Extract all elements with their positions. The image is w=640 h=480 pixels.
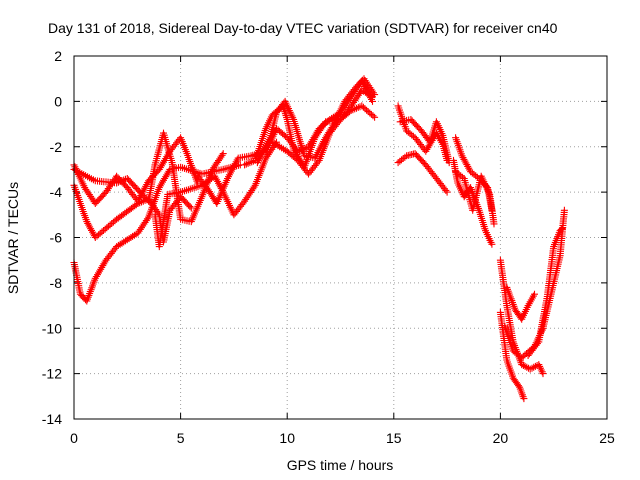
data-markers xyxy=(394,150,451,196)
data-series: track-5 xyxy=(151,138,280,251)
x-axis-label: GPS time / hours xyxy=(287,457,394,473)
x-tick-label: 5 xyxy=(177,430,185,446)
plot-frame xyxy=(73,55,608,420)
y-tick-label: -12 xyxy=(42,366,62,382)
y-tick-label: -2 xyxy=(50,139,63,155)
data-markers xyxy=(503,283,538,323)
data-markers xyxy=(496,308,528,403)
data-markers xyxy=(396,116,453,167)
x-tick-label: 0 xyxy=(70,430,78,446)
y-tick-label: 0 xyxy=(54,93,62,109)
x-tick-label: 20 xyxy=(493,430,509,446)
y-tick-label: -8 xyxy=(50,275,63,291)
y-tick-label: -6 xyxy=(50,230,63,246)
data-markers xyxy=(524,224,566,359)
y-tick-label: 2 xyxy=(54,48,62,64)
data-series: track-9 xyxy=(268,86,376,178)
axis-ticks: 0 5 10 15 20 25 -14 -12 -10 -8 -6 -4 -2 0 2 xyxy=(42,48,615,446)
data-series: track-20 xyxy=(524,224,566,359)
data-markers xyxy=(151,138,280,251)
data-series: track-11 xyxy=(394,150,451,196)
grid xyxy=(74,56,607,419)
data-series: track-12 xyxy=(396,116,453,167)
y-tick-label: -14 xyxy=(42,411,62,427)
data-series: track-18 xyxy=(503,283,538,323)
x-tick-label: 25 xyxy=(599,430,615,446)
data-markers xyxy=(452,168,498,228)
data-layer: track-1track-2track-3track-4track-5track… xyxy=(70,75,568,403)
data-series: track-15 xyxy=(452,168,498,228)
data-markers xyxy=(268,86,376,178)
data-series: track-17 xyxy=(496,308,528,403)
x-tick-label: 15 xyxy=(386,430,402,446)
chart-title: Day 131 of 2018, Sidereal Day-to-day VTE… xyxy=(48,20,558,36)
y-tick-label: -4 xyxy=(50,184,63,200)
x-tick-label: 10 xyxy=(279,430,295,446)
y-axis-label: SDTVAR / TECUs xyxy=(5,182,21,294)
y-tick-label: -10 xyxy=(42,320,62,336)
